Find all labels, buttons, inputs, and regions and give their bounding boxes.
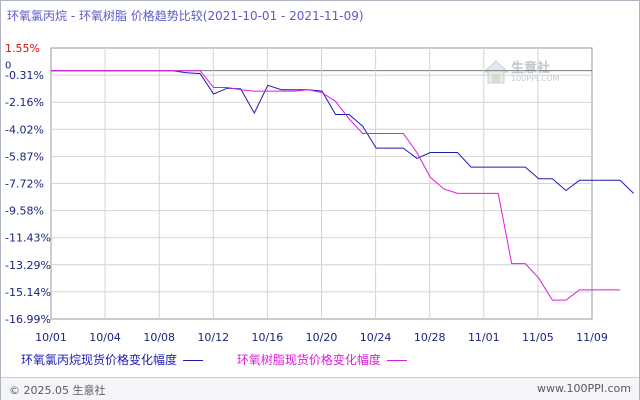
- watermark-subtext: 100PPI.COM: [511, 74, 560, 83]
- watermark-text: 生意社: [511, 61, 551, 76]
- y-tick-label: -0.31%: [5, 69, 44, 82]
- footer-bar: © 2025.05 生意社 www.100PPI.com: [1, 377, 639, 400]
- x-tick-label: 10/12: [197, 331, 229, 344]
- y-tick-label: -13.29%: [5, 259, 51, 272]
- chart-title: 环氧氯丙烷 - 环氧树脂 价格趋势比较(2021-10-01 - 2021-11…: [7, 7, 364, 24]
- series-line-1: [51, 70, 634, 194]
- chart-legend: 环氧氯丙烷现货价格变化幅度 环氧树脂现货价格变化幅度: [21, 351, 437, 368]
- x-tick-label: 10/04: [89, 331, 121, 344]
- legend-swatch-series1: [183, 360, 204, 361]
- legend-swatch-series2: [386, 360, 407, 361]
- legend-label-series1: 环氧氯丙烷现货价格变化幅度: [21, 353, 178, 367]
- y-tick-label: -4.02%: [5, 123, 44, 136]
- legend-item-series2: 环氧树脂现货价格变化幅度: [237, 351, 407, 368]
- y-tick-label: -2.16%: [5, 96, 44, 109]
- footer-copyright: © 2025.05 生意社: [9, 384, 106, 397]
- y-tick-label: 1.55%: [5, 42, 40, 55]
- y-tick-label: -16.99%: [5, 313, 51, 326]
- x-tick-label: 10/16: [252, 331, 284, 344]
- line-chart: 1.55% -0.31% -2.16% -4.02% -5.87% -7.72% -9.58…: [5, 42, 634, 344]
- chart-title-main: 环氧氯丙烷 - 环氧树脂 价格趋势比较: [7, 9, 203, 23]
- x-tick-label: 10/28: [414, 331, 446, 344]
- zero-label: 0: [5, 61, 11, 72]
- x-tick-label: 10/20: [306, 331, 338, 344]
- legend-label-series2: 环氧树脂现货价格变化幅度: [236, 353, 381, 367]
- y-tick-label: -15.14%: [5, 286, 51, 299]
- y-tick-label: -9.58%: [5, 205, 44, 218]
- legend-item-series1: 环氧氯丙烷现货价格变化幅度: [21, 351, 204, 368]
- x-tick-label: 11/05: [522, 331, 554, 344]
- y-tick-label: -7.72%: [5, 178, 44, 191]
- y-tick-label: -5.87%: [5, 150, 44, 163]
- x-tick-label: 11/01: [468, 331, 500, 344]
- x-tick-label: 11/09: [576, 331, 608, 344]
- series-line-2: [51, 70, 621, 301]
- x-tick-label: 10/01: [35, 331, 67, 344]
- house-logo-icon: [483, 60, 509, 84]
- watermark: 生意社 100PPI.COM: [483, 57, 583, 91]
- x-tick-label: 10/08: [143, 331, 175, 344]
- footer-site-link[interactable]: www.100PPI.com: [537, 382, 631, 395]
- y-tick-label: -11.43%: [5, 232, 51, 245]
- chart-title-range: (2021-10-01 - 2021-11-09): [202, 9, 364, 23]
- x-tick-label: 10/24: [360, 331, 392, 344]
